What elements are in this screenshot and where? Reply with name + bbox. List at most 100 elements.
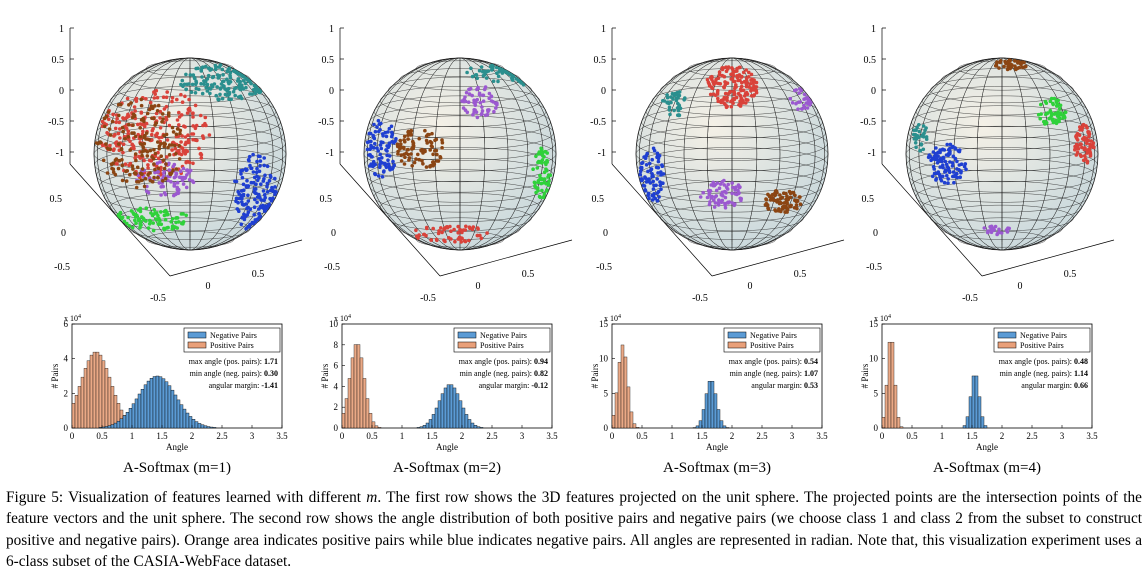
positive-bar <box>887 341 892 429</box>
feature-point <box>133 97 138 102</box>
feature-point <box>786 196 791 201</box>
feature-point <box>237 209 241 213</box>
feature-point <box>659 170 663 174</box>
feature-point <box>236 77 241 81</box>
feature-point <box>201 136 206 140</box>
z-tick-label: 1 <box>329 24 334 35</box>
feature-point <box>165 155 169 159</box>
feature-point <box>657 195 661 199</box>
feature-point <box>132 146 136 151</box>
negative-bar <box>464 414 469 429</box>
feature-point <box>183 94 187 99</box>
feature-point <box>1089 144 1094 148</box>
feature-point <box>477 91 482 96</box>
feature-point <box>939 158 944 163</box>
feature-point <box>166 174 170 179</box>
min-angle-stat: min angle (neg. pairs): 0.30 <box>190 369 278 378</box>
feature-point <box>384 134 389 139</box>
feature-point <box>1074 142 1079 147</box>
feature-point <box>643 176 648 181</box>
y-tick-label: -0.5 <box>866 262 882 273</box>
feature-point <box>785 202 789 206</box>
feature-point <box>716 99 720 104</box>
feature-point <box>640 160 645 165</box>
feature-point <box>510 76 514 81</box>
feature-point <box>138 222 143 227</box>
feature-point <box>500 71 505 75</box>
feature-point <box>1057 116 1061 120</box>
feature-point <box>790 191 794 195</box>
feature-point <box>167 153 172 157</box>
feature-point <box>139 103 144 108</box>
feature-point <box>117 142 121 146</box>
feature-point <box>178 128 183 133</box>
negative-bar <box>416 427 421 429</box>
feature-point <box>1074 153 1079 157</box>
feature-point <box>169 171 174 175</box>
negative-bar <box>710 381 715 429</box>
feature-point <box>947 170 952 174</box>
feature-point <box>207 86 211 91</box>
feature-point <box>175 97 179 102</box>
feature-point <box>934 146 938 150</box>
feature-point <box>713 201 718 205</box>
negative-bar <box>134 398 139 429</box>
negative-bar <box>137 393 142 429</box>
feature-point <box>491 66 495 71</box>
feature-point <box>117 113 121 118</box>
z-tick-label: 0.5 <box>52 55 65 66</box>
feature-point <box>667 105 672 110</box>
feature-point <box>165 90 169 94</box>
feature-point <box>941 174 945 179</box>
feature-point <box>912 128 916 132</box>
feature-point <box>152 162 156 166</box>
feature-point <box>128 148 132 152</box>
feature-point <box>256 154 261 158</box>
feature-point <box>955 159 959 164</box>
feature-point <box>802 97 806 101</box>
feature-point <box>431 163 435 168</box>
feature-point <box>959 162 964 166</box>
feature-point <box>740 80 744 85</box>
feature-point <box>698 195 703 199</box>
feature-point <box>234 179 239 184</box>
x-axis-line <box>439 239 573 277</box>
feature-point <box>638 172 643 177</box>
feature-point <box>183 176 188 180</box>
x-axis-label: Angle <box>976 442 998 452</box>
feature-point <box>152 96 157 100</box>
feature-point <box>156 156 161 161</box>
feature-point <box>146 226 151 230</box>
feature-point <box>152 175 156 180</box>
feature-point <box>1006 226 1010 230</box>
feature-point <box>157 181 162 185</box>
feature-point <box>785 206 789 211</box>
feature-point <box>145 189 149 193</box>
y-tick-label: 8 <box>334 340 339 350</box>
feature-point <box>132 105 137 109</box>
feature-point <box>644 163 649 167</box>
feature-point <box>384 148 388 152</box>
feature-point <box>187 82 191 86</box>
z-tick-label: 1 <box>601 24 606 35</box>
feature-point <box>1085 126 1089 130</box>
feature-point <box>372 122 376 127</box>
x-tick-label: 0.5 <box>96 431 108 441</box>
feature-point <box>489 99 494 103</box>
feature-point <box>546 173 551 177</box>
longitude-line <box>909 57 1095 251</box>
feature-point <box>476 85 480 90</box>
feature-point <box>381 134 385 138</box>
feature-point <box>701 190 705 195</box>
feature-point <box>114 157 119 161</box>
feature-point <box>386 158 390 162</box>
feature-point <box>417 136 421 141</box>
feature-point <box>115 162 119 166</box>
feature-point <box>1080 145 1084 150</box>
feature-point <box>106 117 111 122</box>
negative-bar <box>707 381 712 429</box>
feature-point <box>196 66 200 71</box>
feature-point <box>133 218 137 223</box>
feature-point <box>1055 98 1060 103</box>
feature-point <box>429 141 434 145</box>
